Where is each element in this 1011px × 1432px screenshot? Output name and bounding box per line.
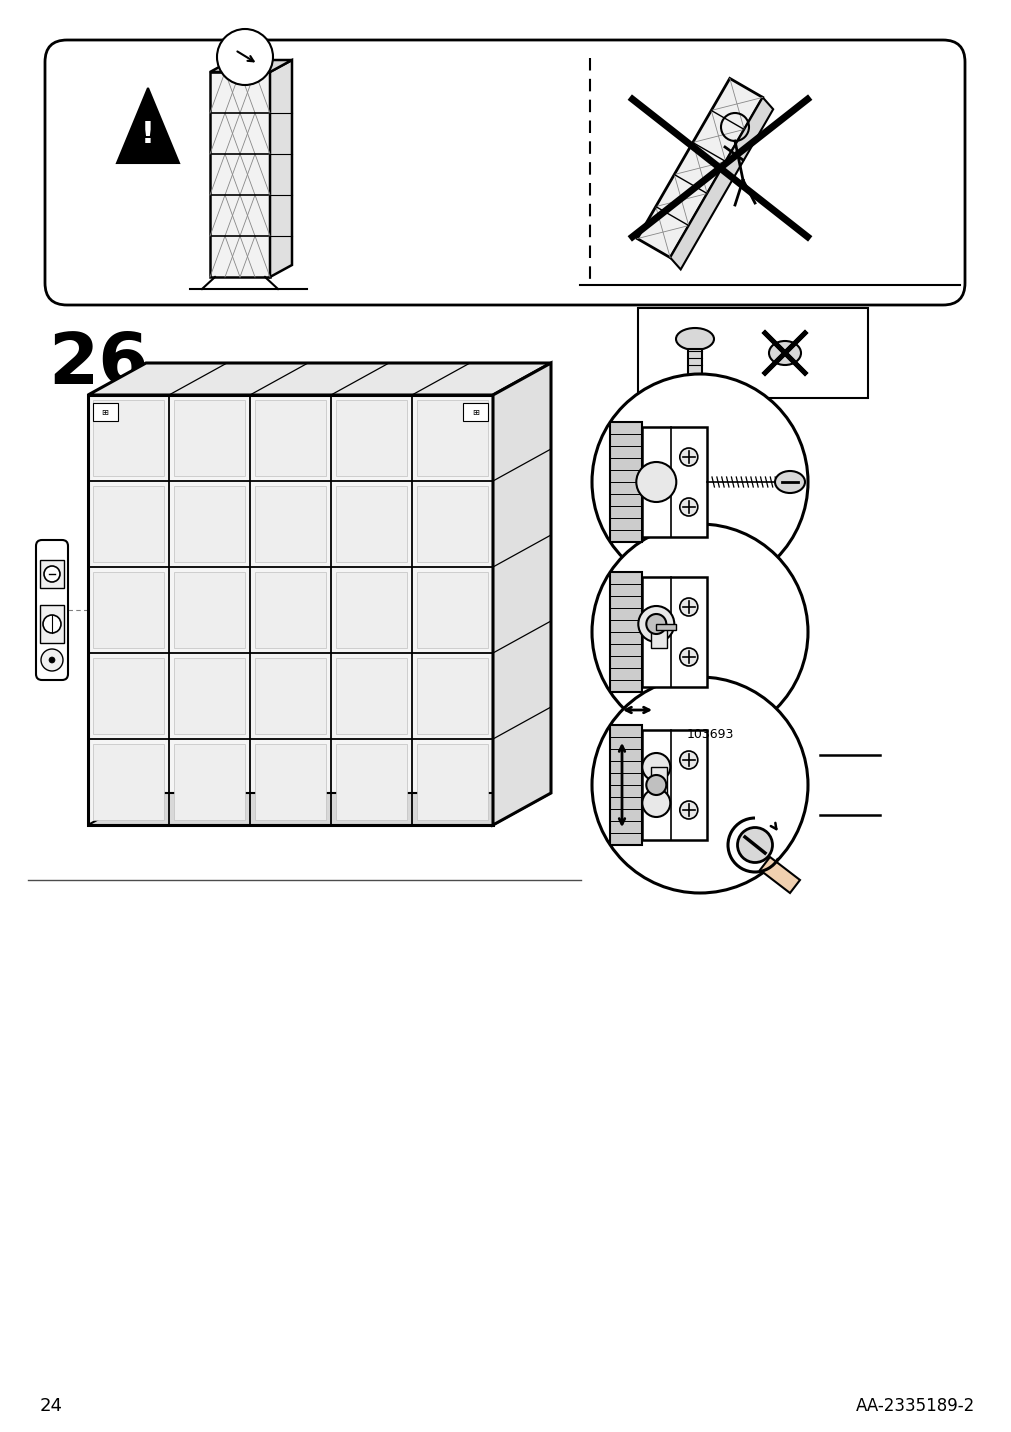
Circle shape: [636, 463, 675, 503]
Bar: [641, 427, 707, 537]
Bar: [93, 657, 164, 735]
Bar: [336, 485, 406, 561]
Bar: [174, 485, 245, 561]
Circle shape: [679, 649, 698, 666]
Bar: [610, 422, 641, 541]
Circle shape: [679, 599, 698, 616]
Bar: [255, 745, 326, 821]
Text: AA-2335189-2: AA-2335189-2: [855, 1398, 974, 1415]
Bar: [336, 657, 406, 735]
Text: !: !: [141, 120, 155, 149]
Bar: [641, 577, 707, 687]
Polygon shape: [210, 72, 270, 276]
Bar: [93, 400, 164, 475]
Bar: [174, 400, 245, 475]
Polygon shape: [88, 395, 492, 825]
Bar: [656, 624, 675, 630]
Polygon shape: [117, 87, 179, 163]
Ellipse shape: [675, 328, 714, 349]
Circle shape: [591, 524, 807, 740]
Polygon shape: [759, 856, 800, 894]
Circle shape: [642, 753, 669, 780]
Text: ⊞: ⊞: [101, 408, 108, 417]
Bar: [641, 730, 707, 841]
Bar: [93, 745, 164, 821]
FancyBboxPatch shape: [36, 540, 68, 680]
Bar: [40, 604, 64, 643]
Text: 24: 24: [40, 1398, 63, 1415]
Bar: [255, 485, 326, 561]
Bar: [637, 308, 867, 398]
Bar: [255, 571, 326, 649]
Bar: [650, 624, 666, 649]
Bar: [417, 485, 487, 561]
Polygon shape: [492, 362, 550, 825]
Circle shape: [216, 29, 273, 84]
Bar: [687, 349, 702, 375]
Ellipse shape: [737, 828, 771, 862]
Bar: [93, 571, 164, 649]
Polygon shape: [669, 97, 772, 269]
Bar: [336, 400, 406, 475]
Circle shape: [679, 800, 698, 819]
Bar: [93, 402, 118, 421]
Polygon shape: [88, 793, 550, 825]
Circle shape: [638, 606, 673, 642]
Circle shape: [41, 649, 63, 672]
Bar: [336, 745, 406, 821]
Bar: [650, 768, 666, 803]
Text: 26: 26: [48, 329, 149, 400]
Bar: [417, 745, 487, 821]
Bar: [336, 571, 406, 649]
Ellipse shape: [774, 471, 804, 493]
Bar: [610, 571, 641, 692]
Text: 103693: 103693: [685, 727, 733, 740]
Bar: [417, 400, 487, 475]
Text: 2x: 2x: [510, 410, 550, 440]
Bar: [174, 745, 245, 821]
Ellipse shape: [768, 341, 801, 365]
Bar: [255, 657, 326, 735]
Bar: [174, 571, 245, 649]
Text: ⊞: ⊞: [472, 408, 479, 417]
Circle shape: [42, 614, 61, 633]
Bar: [610, 725, 641, 845]
Circle shape: [43, 566, 60, 581]
Circle shape: [679, 448, 698, 465]
Bar: [417, 657, 487, 735]
Circle shape: [642, 789, 669, 818]
Circle shape: [591, 374, 807, 590]
Polygon shape: [637, 79, 762, 258]
Bar: [174, 657, 245, 735]
Circle shape: [679, 750, 698, 769]
Bar: [40, 560, 64, 589]
Polygon shape: [270, 60, 292, 276]
Bar: [463, 402, 487, 421]
Polygon shape: [210, 60, 292, 72]
Circle shape: [646, 614, 665, 634]
Bar: [93, 485, 164, 561]
Bar: [255, 400, 326, 475]
Polygon shape: [88, 362, 550, 395]
Circle shape: [591, 677, 807, 894]
Bar: [417, 571, 487, 649]
Circle shape: [49, 657, 55, 663]
Circle shape: [679, 498, 698, 516]
Circle shape: [646, 775, 665, 795]
